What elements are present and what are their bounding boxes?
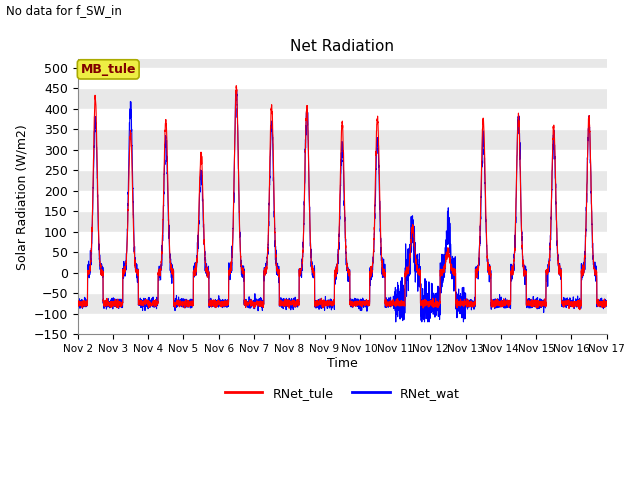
Text: MB_tule: MB_tule: [81, 63, 136, 76]
Bar: [77, 150, 607, 170]
Legend: RNet_tule, RNet_wat: RNet_tule, RNet_wat: [220, 382, 465, 405]
Text: No data for f_SW_in: No data for f_SW_in: [6, 4, 122, 17]
Bar: [77, 191, 607, 211]
Bar: [77, 108, 607, 129]
Y-axis label: Solar Radiation (W/m2): Solar Radiation (W/m2): [15, 124, 28, 270]
X-axis label: Time: Time: [327, 357, 358, 370]
Bar: [77, 273, 607, 293]
Bar: [77, 232, 607, 252]
Bar: [77, 313, 607, 334]
Title: Net Radiation: Net Radiation: [290, 39, 394, 54]
Bar: [77, 68, 607, 88]
